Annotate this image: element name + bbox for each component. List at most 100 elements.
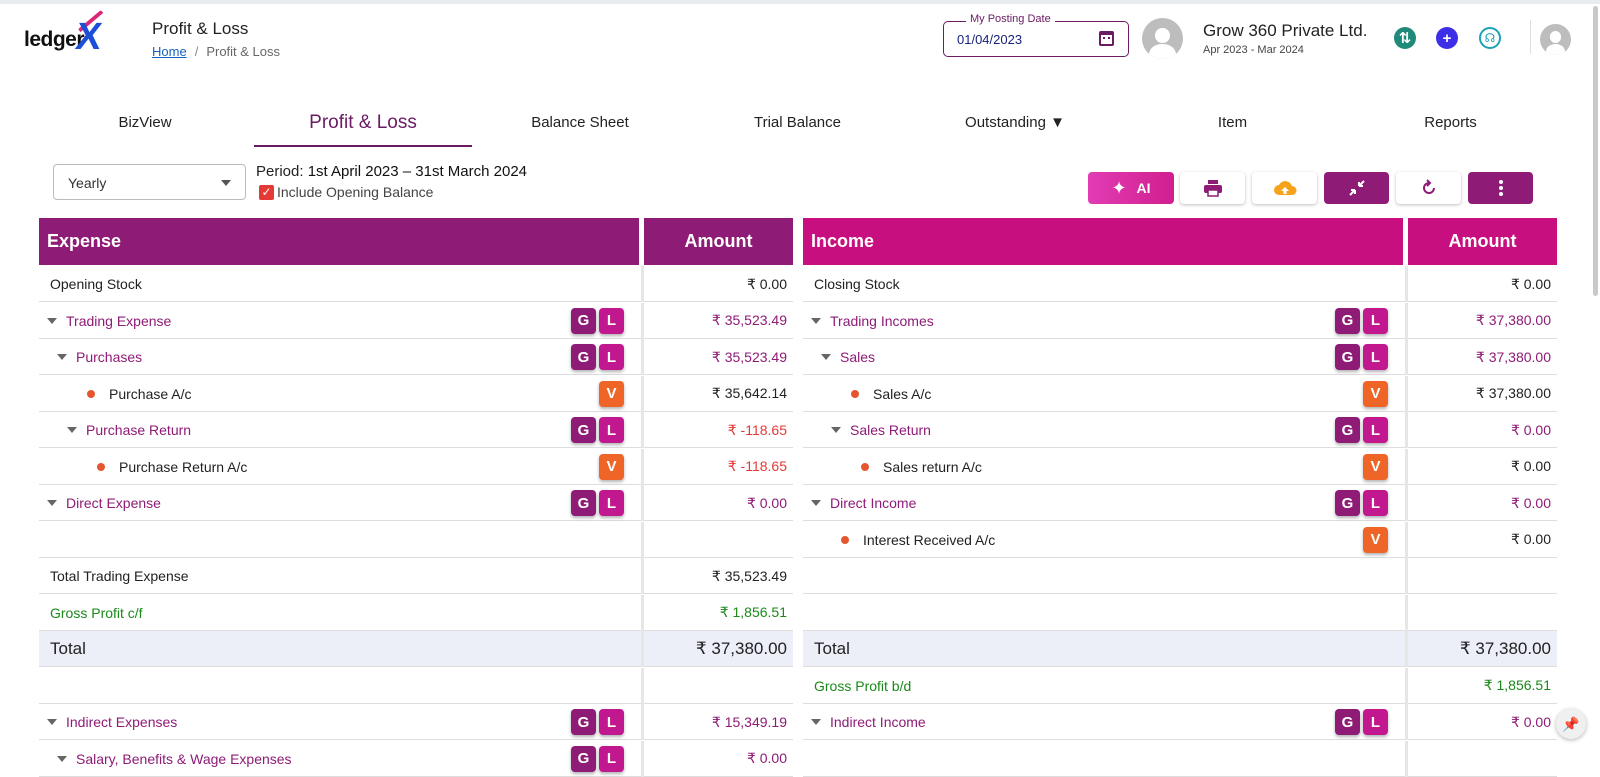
upload-button[interactable] [1252, 172, 1317, 204]
posting-date-field[interactable]: My Posting Date 01/04/2023 [943, 13, 1129, 57]
row-label[interactable]: Purchase Return [86, 422, 192, 438]
expense-row[interactable]: Purchase A/c V ₹ 35,642.14 [39, 375, 793, 412]
expand-caret-icon[interactable] [831, 427, 841, 433]
refresh-button[interactable] [1396, 172, 1461, 204]
collapse-button[interactable] [1324, 172, 1389, 204]
tab-reports[interactable]: Reports [1424, 114, 1477, 131]
row-label[interactable]: Sales Return [850, 422, 931, 438]
print-button[interactable] [1180, 172, 1245, 204]
row-label[interactable]: Trading Incomes [830, 312, 934, 329]
expand-caret-icon[interactable] [47, 317, 57, 324]
tab-trial-balance[interactable]: Trial Balance [754, 114, 841, 131]
group-view-button[interactable]: G [1335, 307, 1360, 334]
expand-caret-icon[interactable] [47, 719, 57, 725]
group-view-button[interactable]: G [1335, 709, 1360, 735]
ledger-view-button[interactable]: L [599, 490, 624, 516]
group-view-button[interactable]: G [1335, 417, 1360, 443]
expand-caret-icon[interactable] [811, 719, 821, 725]
expand-caret-icon[interactable] [811, 317, 821, 324]
income-row[interactable]: Sales Return G L ₹ 0.00 [803, 412, 1557, 448]
group-view-button[interactable]: G [571, 745, 596, 772]
user-avatar-icon[interactable] [1142, 18, 1183, 59]
income-row[interactable]: Sales return A/c V ₹ 0.00 [803, 448, 1557, 485]
expense-row[interactable]: Direct Expense G L ₹ 0.00 [39, 485, 793, 521]
group-view-button[interactable]: G [571, 344, 596, 370]
expense-row[interactable]: Trading Expense G L ₹ 35,523.49 [39, 302, 793, 339]
pin-icon[interactable]: 📌 [1556, 709, 1586, 739]
expense-row[interactable]: Salary, Benefits & Wage Expenses G L ₹ 0.00 [39, 740, 793, 777]
ledger-view-button[interactable]: L [599, 745, 624, 772]
row-label[interactable]: Sales return A/c [883, 458, 982, 475]
profile-avatar-icon[interactable] [1540, 24, 1571, 55]
group-view-button[interactable]: G [571, 417, 596, 443]
row-label[interactable]: Purchases [76, 349, 143, 365]
sync-icon[interactable]: ⇅ [1394, 27, 1416, 49]
row-label[interactable]: Purchase A/c [109, 385, 192, 402]
group-view-button[interactable]: G [571, 490, 596, 516]
tab-balance-sheet[interactable]: Balance Sheet [531, 114, 629, 131]
row-label[interactable]: Indirect Expenses [66, 714, 178, 730]
expense-row[interactable]: Indirect Expenses G L ₹ 15,349.19 [39, 704, 793, 740]
income-row[interactable]: Indirect Income G L ₹ 0.00 [803, 704, 1557, 740]
ledger-view-button[interactable]: L [1363, 709, 1388, 735]
expense-row[interactable]: Purchase Return A/c V ₹ -118.65 [39, 448, 793, 485]
ledger-view-button[interactable]: L [1363, 307, 1388, 334]
row-label[interactable]: Salary, Benefits & Wage Expenses [76, 750, 292, 767]
expense-row[interactable]: Purchases G L ₹ 35,523.49 [39, 339, 793, 375]
row-label[interactable]: Sales A/c [873, 385, 932, 402]
income-row[interactable]: Trading Incomes G L ₹ 37,380.00 [803, 302, 1557, 339]
group-view-button[interactable]: G [1335, 344, 1360, 370]
tab-profit-loss[interactable]: Profit & Loss [309, 112, 417, 133]
income-row[interactable]: Sales A/c V ₹ 37,380.00 [803, 375, 1557, 412]
expand-caret-icon[interactable] [811, 500, 821, 506]
expand-caret-icon[interactable] [57, 755, 67, 762]
ai-button[interactable]: ✦ AI [1088, 172, 1174, 204]
support-headset-icon[interactable]: ☊ [1479, 27, 1501, 49]
breadcrumb-home-link[interactable]: Home [152, 44, 187, 59]
add-icon[interactable]: + [1436, 27, 1458, 49]
voucher-view-button[interactable]: V [1363, 526, 1388, 553]
row-label[interactable]: Direct Expense [66, 495, 161, 511]
ledger-view-button[interactable]: L [1363, 490, 1388, 516]
tab-item[interactable]: Item [1217, 114, 1248, 131]
ledger-view-button[interactable]: L [599, 709, 624, 735]
row-label[interactable]: Trading Expense [66, 312, 172, 329]
tab-outstanding[interactable]: Outstanding ▼ [965, 114, 1065, 131]
ledger-view-button[interactable]: L [1363, 344, 1388, 370]
row-label[interactable]: Sales [840, 349, 876, 365]
expand-caret-icon[interactable] [47, 500, 57, 506]
ledger-view-button[interactable]: L [599, 417, 624, 443]
ledger-view-button[interactable]: L [1363, 417, 1388, 443]
page-scrollbar[interactable] [1593, 6, 1598, 296]
expense-row[interactable]: Purchase Return G L ₹ -118.65 [39, 412, 793, 448]
expand-caret-icon[interactable] [57, 354, 67, 360]
row-label[interactable]: Interest Received A/c [863, 531, 996, 548]
calendar-icon[interactable] [1099, 31, 1114, 46]
ledger-view-button[interactable]: L [599, 344, 624, 370]
period-select[interactable]: Yearly [53, 164, 246, 200]
posting-date-value[interactable]: 01/04/2023 [957, 32, 1023, 47]
include-opening-balance[interactable]: ✓ Include Opening Balance [259, 184, 433, 200]
tab-bizview[interactable]: BizView [118, 114, 172, 131]
ledger-view-button[interactable]: L [599, 307, 624, 334]
ledgerx-logo[interactable]: ledger X [24, 9, 121, 62]
income-row[interactable]: Direct Income G L ₹ 0.00 [803, 485, 1557, 521]
row-label[interactable]: Indirect Income [830, 714, 926, 730]
group-view-button[interactable]: G [571, 709, 596, 735]
company-name[interactable]: Grow 360 Private Ltd. [1203, 21, 1368, 40]
expand-caret-icon[interactable] [67, 427, 77, 433]
more-button[interactable] [1468, 172, 1533, 204]
group-view-button[interactable]: G [571, 307, 596, 334]
row-label: Opening Stock [50, 276, 142, 292]
income-row[interactable]: Interest Received A/c V ₹ 0.00 [803, 521, 1557, 558]
voucher-view-button[interactable]: V [599, 453, 624, 480]
voucher-view-button[interactable]: V [1363, 453, 1388, 480]
voucher-view-button[interactable]: V [1363, 380, 1388, 407]
voucher-view-button[interactable]: V [599, 380, 624, 407]
row-label[interactable]: Purchase Return A/c [119, 458, 248, 475]
include-opening-checkbox[interactable]: ✓ [259, 184, 274, 200]
row-label[interactable]: Direct Income [830, 495, 917, 511]
expand-caret-icon[interactable] [821, 354, 831, 360]
income-row[interactable]: Sales G L ₹ 37,380.00 [803, 339, 1557, 375]
group-view-button[interactable]: G [1335, 490, 1360, 516]
